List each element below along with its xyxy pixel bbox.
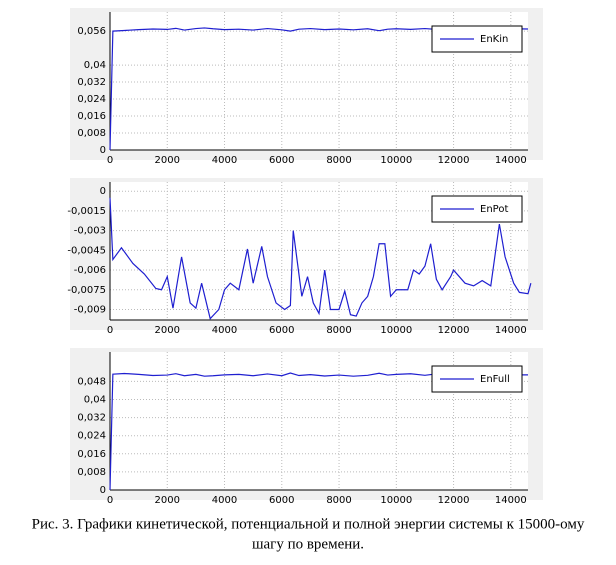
- x-tick-label: 2000: [155, 325, 180, 336]
- y-tick-label: 0: [100, 145, 106, 156]
- y-tick-label: 0,008: [77, 467, 106, 478]
- x-tick-label: 4000: [212, 495, 237, 506]
- y-tick-label: 0: [100, 186, 106, 197]
- y-tick-label: 0,048: [77, 376, 106, 387]
- x-tick-label: 8000: [326, 325, 351, 336]
- caption: Рис. 3. Графики кинетической, потенциаль…: [32, 516, 585, 532]
- legend-label: EnFull: [480, 374, 510, 385]
- y-tick-label: 0,024: [77, 431, 106, 442]
- x-tick-label: 10000: [380, 325, 412, 336]
- x-tick-label: 12000: [438, 495, 470, 506]
- y-tick-label: 0,032: [77, 77, 106, 88]
- y-tick-label: 0,04: [84, 60, 106, 71]
- y-tick-label: -0,0045: [67, 245, 106, 256]
- x-tick-label: 8000: [326, 495, 351, 506]
- x-tick-label: 2000: [155, 495, 180, 506]
- x-tick-label: 10000: [380, 155, 412, 166]
- y-tick-label: -0,009: [74, 304, 106, 315]
- y-tick-label: -0,003: [74, 226, 106, 237]
- x-tick-label: 12000: [438, 155, 470, 166]
- legend-label: EnKin: [480, 34, 508, 45]
- x-tick-label: 6000: [269, 495, 294, 506]
- x-tick-label: 14000: [495, 495, 527, 506]
- x-tick-label: 0: [107, 495, 113, 506]
- x-tick-label: 4000: [212, 155, 237, 166]
- y-tick-label: 0,032: [77, 413, 106, 424]
- y-tick-label: -0,0015: [67, 206, 106, 217]
- legend-label: EnPot: [480, 204, 508, 215]
- y-tick-label: 0,024: [77, 94, 106, 105]
- x-tick-label: 6000: [269, 155, 294, 166]
- caption: шагу по времени.: [252, 536, 364, 552]
- x-tick-label: 12000: [438, 325, 470, 336]
- y-tick-label: 0,056: [77, 26, 106, 37]
- data-line: [109, 197, 532, 320]
- y-tick-label: 0,016: [77, 449, 106, 460]
- x-tick-label: 2000: [155, 155, 180, 166]
- y-tick-label: 0,04: [84, 395, 106, 406]
- y-tick-label: 0,016: [77, 111, 106, 122]
- x-tick-label: 0: [107, 155, 113, 166]
- x-tick-label: 6000: [269, 325, 294, 336]
- y-tick-label: -0,0075: [67, 285, 106, 296]
- y-tick-label: 0,008: [77, 128, 106, 139]
- x-tick-label: 0: [107, 325, 113, 336]
- y-tick-label: -0,006: [74, 265, 106, 276]
- x-tick-label: 8000: [326, 155, 351, 166]
- x-tick-label: 14000: [495, 155, 527, 166]
- x-tick-label: 4000: [212, 325, 237, 336]
- x-tick-label: 10000: [380, 495, 412, 506]
- y-tick-label: 0: [100, 485, 106, 496]
- x-tick-label: 14000: [495, 325, 527, 336]
